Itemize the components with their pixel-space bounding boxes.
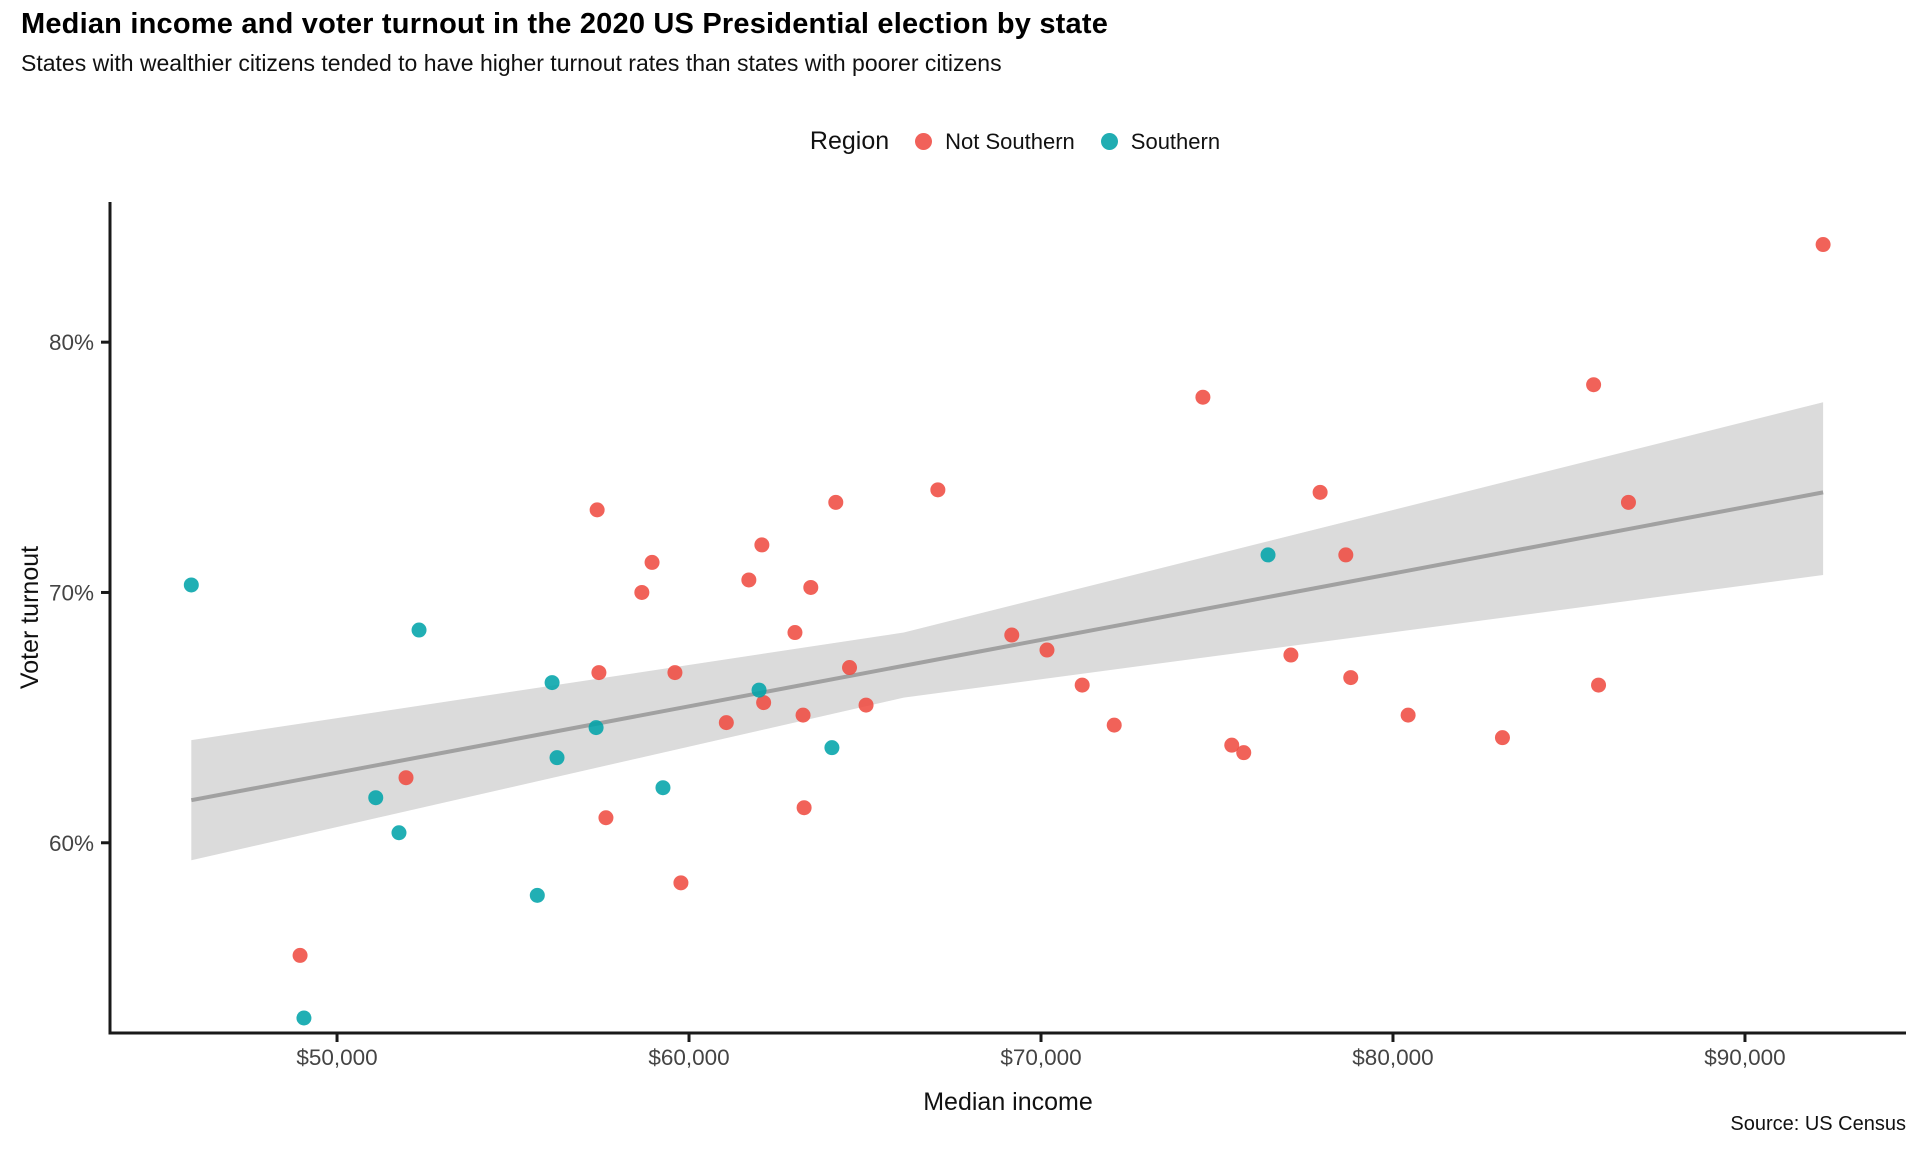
chart-title: Median income and voter turnout in the 2… (21, 8, 1109, 40)
data-point-not-southern (787, 625, 803, 641)
data-point-southern (391, 825, 407, 841)
data-point-southern (183, 577, 199, 593)
data-point-not-southern (591, 665, 607, 681)
y-axis-title: Voter turnout (16, 546, 44, 689)
data-point-not-southern (1236, 745, 1252, 761)
data-point-not-southern (634, 584, 650, 600)
data-point-southern (655, 780, 671, 796)
data-point-not-southern (1074, 677, 1090, 693)
data-point-not-southern (292, 947, 308, 963)
data-point-not-southern (1312, 484, 1328, 500)
data-point-southern (368, 790, 384, 806)
trend-line (190, 490, 1824, 803)
data-point-not-southern (1004, 627, 1020, 643)
data-point-not-southern (718, 715, 734, 731)
data-point-southern (824, 740, 840, 756)
data-point-not-southern (667, 665, 683, 681)
data-point-not-southern (1106, 717, 1122, 733)
data-point-not-southern (398, 770, 414, 786)
data-point-not-southern (1039, 642, 1055, 658)
data-point-not-southern (1620, 494, 1636, 510)
data-point-not-southern (803, 579, 819, 595)
y-tick-label: 60% (49, 831, 94, 856)
legend-title: Region (809, 127, 890, 155)
data-point-southern (751, 682, 767, 698)
data-point-not-southern (1195, 389, 1211, 405)
data-point-southern (411, 622, 427, 638)
data-point-not-southern (754, 537, 770, 553)
x-tick-label: $60,000 (648, 1045, 729, 1070)
x-tick-label: $70,000 (1000, 1045, 1081, 1070)
data-point-southern (588, 720, 604, 736)
data-point-not-southern (1586, 377, 1602, 393)
source-caption: Source: US Census (1730, 1113, 1906, 1135)
legend-item-southern: Southern (1100, 128, 1221, 155)
data-point-not-southern (930, 482, 946, 498)
data-point-southern (1260, 547, 1276, 563)
chart-subtitle: States with wealthier citizens tended to… (21, 50, 1002, 76)
data-point-not-southern (796, 800, 812, 816)
data-point-southern (549, 750, 565, 766)
x-tick-label: $90,000 (1704, 1045, 1785, 1070)
not-southern-dot-icon (915, 133, 933, 150)
data-point-not-southern (673, 875, 689, 891)
data-point-not-southern (756, 695, 772, 711)
x-tick-label: $50,000 (296, 1045, 377, 1070)
legend-label-not-southern: Not Southern (945, 128, 1075, 154)
x-axis-title: Median income (923, 1088, 1093, 1116)
data-point-not-southern (598, 810, 614, 826)
southern-dot-icon (1100, 133, 1118, 150)
data-point-not-southern (795, 707, 811, 723)
legend-item-not-southern: Not Southern (915, 129, 1075, 155)
data-point-not-southern (1343, 670, 1359, 686)
data-point-not-southern (644, 554, 660, 570)
data-point-southern (529, 887, 545, 903)
data-point-not-southern (1283, 647, 1299, 663)
data-point-not-southern (1338, 547, 1354, 563)
data-point-not-southern (1400, 707, 1416, 723)
data-point-not-southern (589, 502, 605, 518)
data-point-southern (296, 1010, 312, 1026)
data-point-not-southern (1224, 737, 1240, 753)
y-tick-label: 80% (49, 330, 94, 355)
data-point-not-southern (1815, 237, 1831, 253)
data-point-not-southern (1494, 730, 1510, 746)
x-tick-label: $80,000 (1352, 1045, 1433, 1070)
legend: Region Not Southern Southern (55, 127, 1920, 156)
y-tick-label: 70% (49, 580, 94, 605)
data-point-not-southern (741, 572, 757, 588)
legend-label-southern: Southern (1130, 128, 1221, 154)
data-point-not-southern (858, 697, 874, 713)
data-point-not-southern (828, 494, 844, 510)
data-point-not-southern (1591, 677, 1607, 693)
data-point-not-southern (842, 660, 858, 676)
data-point-southern (544, 675, 560, 691)
